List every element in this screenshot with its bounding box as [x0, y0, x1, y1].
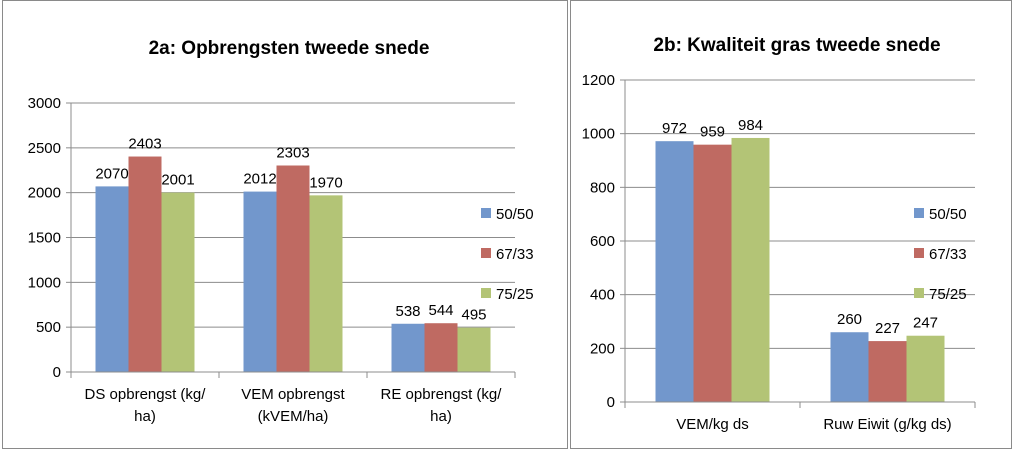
chart-b-svg: 2b: Kwaliteit gras tweede snede 0 200 400 60… — [582, 35, 976, 433]
data-label: 538 — [395, 303, 420, 320]
legend-label: 75/25 — [496, 286, 534, 303]
data-label: 247 — [913, 315, 938, 332]
legend-label: 50/50 — [929, 206, 967, 223]
y-tick-label: 1200 — [582, 72, 615, 89]
y-tick-label: 1000 — [28, 274, 61, 291]
data-label: 2303 — [276, 144, 309, 161]
chart-title: 2a: Opbrengsten tweede snede — [149, 38, 430, 59]
x-category-label: (kVEM/ha) — [258, 408, 329, 425]
data-label: 2070 — [95, 165, 128, 182]
legend-swatch — [914, 288, 924, 298]
y-tick-label: 3000 — [28, 95, 61, 112]
bar — [457, 327, 491, 372]
bar — [95, 186, 129, 372]
bar — [693, 144, 732, 402]
legend-swatch — [914, 208, 924, 218]
data-label: 2001 — [161, 172, 194, 189]
chart-a-svg: 2a: Opbrengsten tweede snede 0 500 1000 1500… — [28, 38, 534, 425]
data-label: 2403 — [128, 136, 161, 153]
legend-swatch — [481, 248, 491, 258]
chart-title: 2b: Kwaliteit gras tweede snede — [653, 35, 940, 56]
x-category-label: Ruw Eiwit (g/kg ds) — [823, 416, 951, 433]
bar — [830, 332, 869, 402]
legend-label: 75/25 — [929, 286, 967, 303]
chart-panel-b: 2b: Kwaliteit gras tweede snede 0 200 400 60… — [570, 0, 1012, 449]
bar — [906, 335, 945, 402]
legend-swatch — [481, 288, 491, 298]
data-label: 544 — [428, 302, 453, 319]
bar — [424, 323, 458, 372]
x-category-label: VEM opbrengst — [241, 386, 345, 403]
x-category-label: ha) — [134, 408, 156, 425]
data-label: 972 — [662, 120, 687, 137]
data-label: 227 — [875, 320, 900, 337]
bar — [391, 323, 425, 372]
bar — [243, 191, 277, 372]
y-tick-label: 600 — [590, 233, 615, 250]
bar — [128, 156, 162, 372]
data-label: 260 — [837, 311, 862, 328]
legend-swatch — [914, 248, 924, 258]
y-tick-label: 400 — [590, 287, 615, 304]
data-label: 1970 — [309, 174, 342, 191]
legend-label: 67/33 — [496, 246, 534, 263]
y-tick-label: 500 — [36, 319, 61, 336]
y-tick-label: 2500 — [28, 140, 61, 157]
x-category-label: DS opbrengst (kg/ — [85, 386, 207, 403]
x-category-label: ha) — [430, 408, 452, 425]
x-category-label: RE opbrengst (kg/ — [381, 386, 503, 403]
y-tick-label: 0 — [607, 394, 615, 411]
bar — [276, 165, 310, 372]
bar — [868, 341, 907, 402]
y-tick-label: 800 — [590, 179, 615, 196]
bar — [655, 141, 694, 402]
y-tick-label: 1500 — [28, 230, 61, 247]
data-label: 2012 — [243, 171, 276, 188]
y-tick-label: 2000 — [28, 185, 61, 202]
bar — [309, 195, 343, 372]
legend-swatch — [481, 208, 491, 218]
y-tick-label: 0 — [53, 364, 61, 381]
legend-label: 67/33 — [929, 246, 967, 263]
data-label: 495 — [461, 307, 486, 324]
data-label: 984 — [738, 117, 763, 134]
x-category-label: VEM/kg ds — [676, 416, 749, 433]
chart-panel-a: 2a: Opbrengsten tweede snede 0 500 1000 1500… — [2, 0, 568, 449]
y-tick-label: 1000 — [582, 126, 615, 143]
bar — [161, 192, 195, 372]
y-tick-label: 200 — [590, 340, 615, 357]
data-label: 959 — [700, 124, 725, 141]
bar — [731, 137, 770, 402]
legend-label: 50/50 — [496, 206, 534, 223]
